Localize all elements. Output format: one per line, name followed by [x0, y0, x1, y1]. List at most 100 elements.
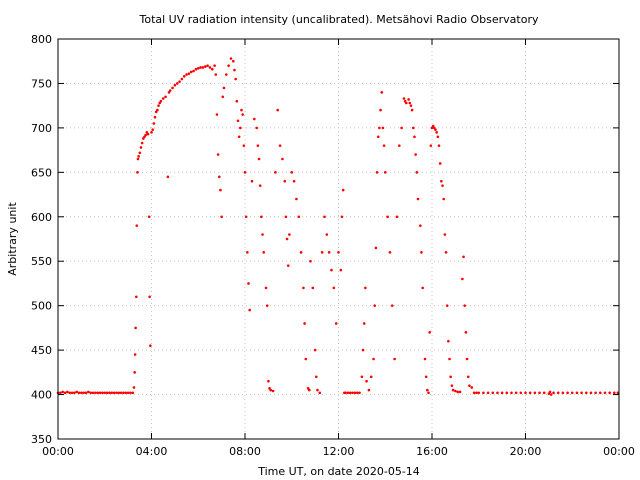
data-point [444, 251, 448, 254]
data-point [303, 322, 306, 325]
data-point [119, 391, 123, 395]
data-point [241, 113, 244, 116]
data-point [96, 391, 100, 395]
data-point [214, 73, 218, 76]
data-point [470, 386, 474, 389]
data-point [346, 391, 350, 395]
data-point [369, 375, 373, 379]
data-point [133, 353, 137, 356]
data-point [110, 391, 114, 395]
data-point [318, 391, 322, 395]
data-point [475, 391, 478, 395]
data-point [206, 64, 209, 67]
x-axis-label: Time UT, on date 2020-05-14 [257, 465, 420, 478]
data-point [440, 179, 443, 183]
data-point [196, 67, 200, 70]
data-point [449, 375, 453, 379]
data-point [147, 215, 151, 219]
data-point [409, 104, 413, 107]
data-point [463, 304, 467, 307]
data-point [156, 108, 159, 112]
data-point [395, 215, 399, 219]
data-point [376, 135, 380, 139]
x-tick-label: 08:00 [229, 445, 261, 458]
data-point [192, 69, 195, 73]
data-point [261, 233, 264, 236]
data-point [351, 391, 354, 395]
data-point [124, 391, 128, 395]
data-point [381, 126, 385, 130]
data-point [73, 391, 76, 395]
data-point [82, 391, 86, 395]
data-point [408, 101, 412, 105]
data-point [182, 75, 186, 78]
data-point [524, 391, 527, 395]
grid [58, 39, 619, 439]
data-point [458, 390, 462, 394]
data-point [386, 215, 389, 219]
data-point [66, 390, 69, 394]
data-point [533, 391, 537, 395]
data-point [267, 379, 270, 383]
data-point [260, 215, 263, 219]
data-point [429, 144, 433, 147]
data-point [199, 66, 202, 69]
data-point [115, 391, 118, 395]
data-point [89, 391, 93, 395]
data-point [140, 141, 144, 145]
data-point [496, 391, 499, 395]
data-point [61, 390, 64, 394]
data-point [240, 108, 243, 112]
data-point [364, 286, 367, 290]
data-point [264, 286, 268, 290]
data-point [59, 391, 62, 395]
data-point [428, 331, 431, 334]
y-tick-label: 650 [31, 166, 52, 179]
data-point [365, 379, 368, 383]
data-point [448, 357, 451, 361]
data-point [407, 98, 410, 101]
data-point [388, 251, 392, 254]
data-point [464, 331, 468, 334]
data-point [217, 175, 221, 179]
data-point [570, 391, 574, 395]
data-point [599, 391, 602, 395]
data-point [148, 295, 151, 299]
data-point [274, 171, 277, 174]
data-point [284, 215, 288, 219]
data-point [164, 95, 167, 99]
data-point [434, 128, 437, 131]
data-point [400, 126, 403, 130]
data-point [528, 391, 532, 395]
data-point [414, 153, 417, 156]
data-point [237, 135, 241, 139]
x-tick-label: 00:00 [603, 445, 635, 458]
data-point [250, 179, 254, 183]
data-point [344, 391, 347, 395]
data-point [159, 99, 163, 103]
data-point [491, 391, 495, 395]
data-point [68, 391, 71, 395]
data-point [320, 251, 324, 254]
data-point [461, 277, 464, 281]
data-point [234, 77, 237, 81]
data-point [575, 391, 579, 395]
data-point [185, 73, 188, 76]
data-points [56, 57, 620, 396]
data-point [472, 391, 476, 395]
data-point [374, 246, 378, 250]
data-point [210, 67, 214, 71]
data-point [225, 73, 228, 76]
y-axis-label: Arbitrary unit [6, 202, 19, 276]
data-point [108, 391, 111, 395]
data-point [584, 391, 588, 395]
data-point [447, 339, 450, 343]
data-point [246, 251, 249, 254]
data-point [566, 391, 569, 395]
data-point [201, 66, 205, 69]
data-point [135, 295, 138, 299]
data-point [462, 255, 465, 259]
data-point [514, 391, 518, 395]
data-point [94, 391, 97, 395]
data-point [171, 86, 174, 90]
